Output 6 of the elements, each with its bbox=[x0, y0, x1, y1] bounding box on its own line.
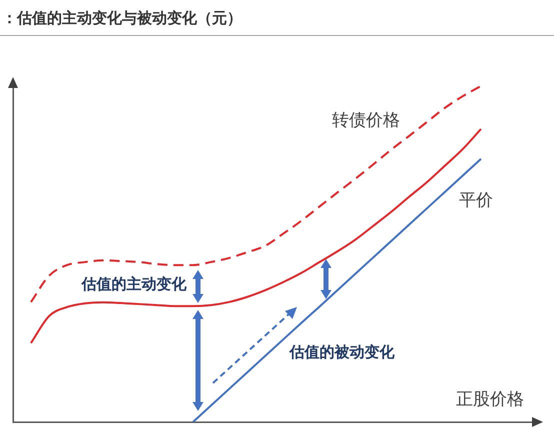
x-axis-title: 正股价格 bbox=[456, 389, 524, 410]
series-label: 平价 bbox=[459, 190, 493, 210]
annotation: 估值的主动变化 bbox=[80, 274, 188, 293]
chart-title: ：估值的主动变化与被动变化（元） bbox=[2, 9, 242, 28]
annotation: 估值的被动变化 bbox=[288, 342, 396, 361]
series-label: 转债价格 bbox=[332, 110, 400, 130]
